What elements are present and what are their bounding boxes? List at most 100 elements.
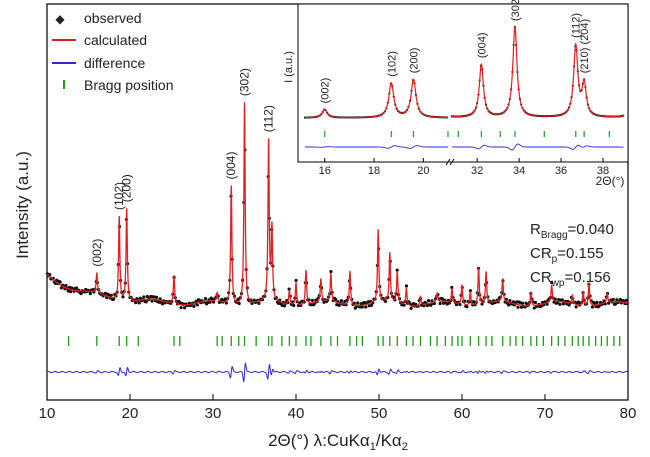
legend-calculated-label: calculated <box>84 32 147 48</box>
observed-point <box>624 298 628 302</box>
observed-point <box>508 299 512 303</box>
peak-label: (102) <box>112 182 126 210</box>
observed-point <box>558 302 562 306</box>
observed-point <box>145 294 149 299</box>
observed-point <box>614 302 618 306</box>
observed-point <box>192 304 196 308</box>
observed-point <box>395 268 399 272</box>
observed-point <box>507 303 511 307</box>
observed-point <box>521 301 525 305</box>
observed-point <box>429 303 433 307</box>
inset-x-tick-label: 36 <box>555 165 567 177</box>
observed-point <box>292 303 296 308</box>
x-axis-label-main: 2Θ(°) λ:CuKα <box>268 431 370 450</box>
inset-peak-label: (200) <box>408 48 420 74</box>
inset-x-tick-label: 20 <box>417 165 429 177</box>
observed-point <box>121 295 125 299</box>
x-tick-label: 40 <box>288 405 305 422</box>
observed-point <box>480 302 484 306</box>
legend-observed-label: observed <box>84 10 142 26</box>
inset-y-label: I (a.u.) <box>283 51 295 83</box>
observed-point <box>182 306 187 310</box>
observed-point <box>333 297 338 301</box>
inset-difference-curve <box>451 143 624 151</box>
inset-x-tick-label: 38 <box>597 165 609 177</box>
observed-point <box>237 301 241 306</box>
x-axis-label-sub1: 1 <box>370 441 376 453</box>
observed-point <box>137 301 141 305</box>
observed-point <box>364 305 368 309</box>
stat-cr-wp: CRwp=0.156 <box>530 269 611 289</box>
inset-peak-label: (004) <box>476 32 488 58</box>
x-axis-label-mid: /Kα <box>376 431 402 450</box>
observed-point <box>236 297 240 301</box>
observed-point <box>309 303 313 307</box>
observed-point <box>144 300 148 304</box>
observed-point <box>64 283 68 288</box>
observed-point <box>282 304 287 308</box>
observed-point <box>533 300 538 305</box>
observed-point <box>524 301 528 305</box>
peak-label: (112) <box>262 105 276 132</box>
observed-point <box>360 305 364 309</box>
inset-peak-label: (302) <box>510 0 522 21</box>
observed-point <box>287 287 291 291</box>
legend-bragg-label: Bragg position <box>84 77 174 93</box>
observed-point <box>59 286 63 290</box>
observed-point <box>532 306 536 310</box>
observed-point <box>150 299 154 303</box>
observed-point <box>155 295 159 299</box>
observed-point <box>329 269 333 274</box>
observed-point <box>109 293 113 297</box>
observed-point <box>426 299 431 303</box>
inset-panel: I (a.u.) 2Θ(°) 16 18 20 (002) (102) (200) 32 34… <box>283 0 629 188</box>
inset-pattern: 16 18 20 (002) (102) (200) 32 34 36 38 (004) (302) (… <box>303 0 625 177</box>
inset-x-label: 2Θ(°) <box>596 174 625 188</box>
x-tick-label: 20 <box>122 405 139 422</box>
legend: ◆ observed calculated difference Bragg p… <box>52 10 174 93</box>
observed-point <box>74 286 79 290</box>
stat-cr-p: CRp=0.155 <box>530 245 604 265</box>
observed-point <box>383 299 388 303</box>
inset-calculated-curve <box>451 25 625 118</box>
observed-point <box>257 301 261 306</box>
observed-point <box>149 294 153 299</box>
observed-point <box>203 297 208 301</box>
x-tick-label: 60 <box>454 405 471 422</box>
observed-point <box>515 300 519 304</box>
inset-axis-break <box>445 158 451 166</box>
observed-point <box>134 301 138 305</box>
observed-point <box>567 303 571 307</box>
observed-point <box>58 280 62 284</box>
x-tick-label: 80 <box>620 405 637 422</box>
observed-point <box>179 306 183 310</box>
observed-point <box>142 295 146 299</box>
observed-point <box>560 298 564 302</box>
legend-observed-marker: ◆ <box>55 12 65 26</box>
x-axis-label: 2Θ(°) λ:CuKα1/Kα2 <box>268 431 408 453</box>
x-axis-label-sub2: 2 <box>402 441 408 453</box>
observed-point <box>339 299 343 303</box>
observed-point <box>574 305 578 309</box>
stat-r-bragg: RBragg=0.040 <box>530 221 614 241</box>
x-tick-label: 70 <box>537 405 554 422</box>
observed-point <box>112 297 116 301</box>
peak-label: (200) <box>120 174 134 202</box>
observed-point <box>69 290 73 294</box>
x-tick-label: 30 <box>205 405 222 422</box>
main-pattern: (002) (102)(200) (004) (302) (112) 10 20 30 40 50… <box>39 68 637 422</box>
observed-point <box>422 304 426 308</box>
observed-point <box>595 300 599 304</box>
observed-point <box>310 298 314 302</box>
observed-point <box>79 291 83 296</box>
calculated-curve <box>46 102 628 307</box>
refinement-stats: RBragg=0.040 CRp=0.155 CRwp=0.156 <box>530 221 614 289</box>
observed-point <box>438 301 442 306</box>
inset-peak-label: (002) <box>320 78 332 104</box>
inset-x-tick-label: 34 <box>513 165 525 177</box>
observed-point <box>465 305 469 309</box>
inset-x-tick-label: 32 <box>471 165 483 177</box>
observed-point <box>88 291 93 296</box>
observed-point <box>343 299 347 303</box>
